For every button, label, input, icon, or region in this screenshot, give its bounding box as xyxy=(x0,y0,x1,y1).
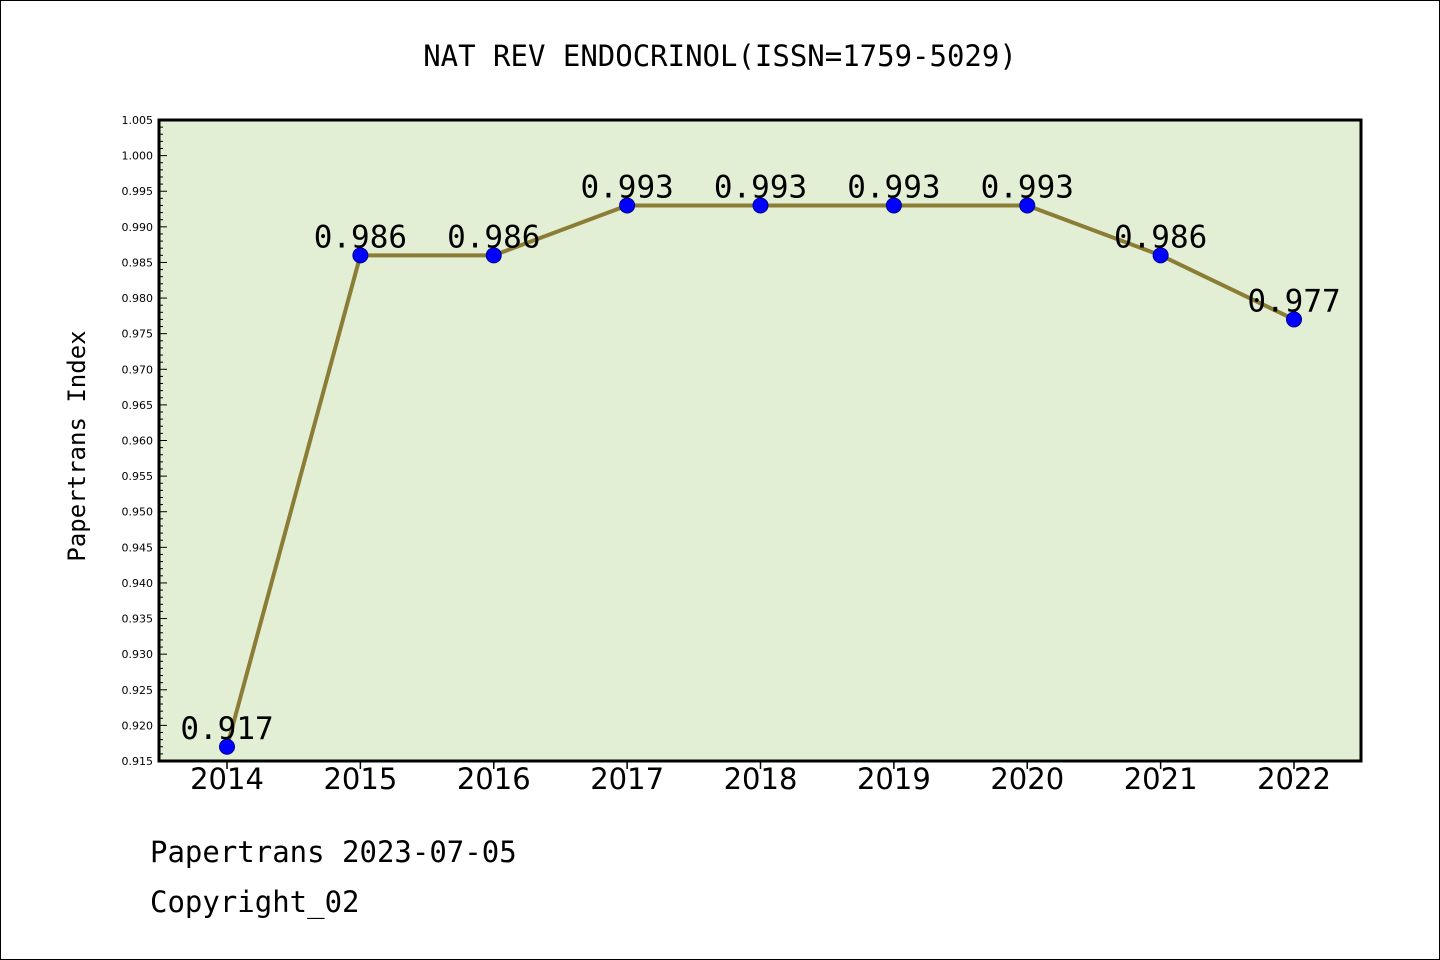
data-label-group: 0.917 0.986 0.986 0.993 0.993 0.993 0.993 0.986… xyxy=(180,169,1340,746)
y-tick-label: 0.945 xyxy=(122,541,154,554)
data-point xyxy=(752,197,769,214)
y-tick-label: 0.940 xyxy=(122,577,154,590)
plot-area xyxy=(159,120,1361,761)
x-tick-label: 2019 xyxy=(857,762,931,796)
x-tick-label: 2017 xyxy=(590,762,664,796)
data-label: 0.986 xyxy=(1114,219,1207,255)
x-tick-label: 2016 xyxy=(457,762,531,796)
data-label: 0.986 xyxy=(447,219,540,255)
y-tick-label: 0.980 xyxy=(122,292,154,305)
series-line-group xyxy=(219,197,1302,755)
y-tick-label: 0.930 xyxy=(122,648,154,661)
plot-border xyxy=(157,118,1363,763)
y-tick-label: 0.990 xyxy=(122,221,154,234)
y-tick-label: 1.005 xyxy=(122,114,154,127)
y-tick-label: 0.975 xyxy=(122,328,154,341)
x-tick-label: 2018 xyxy=(724,762,798,796)
x-tick-label: 2022 xyxy=(1257,762,1331,796)
footer-copyright: Copyright_02 xyxy=(150,885,360,919)
data-label: 0.993 xyxy=(847,169,940,205)
y-tick-label: 0.995 xyxy=(122,185,154,198)
data-label: 0.993 xyxy=(714,169,807,205)
x-tick-label: 2021 xyxy=(1124,762,1198,796)
data-label: 0.993 xyxy=(981,169,1074,205)
data-point xyxy=(619,197,636,214)
x-axis: 2014 2015 2016 2017 2018 2019 2020 2021 2022 xyxy=(190,761,1331,796)
data-point xyxy=(485,247,502,264)
chart-title: NAT REV ENDOCRINOL(ISSN=1759-5029) xyxy=(423,39,1017,73)
x-tick-label: 2015 xyxy=(323,762,397,796)
data-label: 0.993 xyxy=(580,169,673,205)
y-tick-label: 0.970 xyxy=(122,363,154,376)
data-point xyxy=(1019,197,1036,214)
y-tick-label: 0.935 xyxy=(122,613,154,626)
data-label: 0.977 xyxy=(1247,283,1340,319)
y-tick-label: 0.985 xyxy=(122,256,154,269)
y-tick-label: 0.960 xyxy=(122,435,154,448)
x-tick-label: 2014 xyxy=(190,762,264,796)
y-tick-label: 0.950 xyxy=(122,506,154,519)
data-point xyxy=(1286,311,1302,328)
data-point xyxy=(885,197,902,214)
y-tick-label: 0.925 xyxy=(122,684,154,697)
x-tick-label: 2020 xyxy=(990,762,1064,796)
y-tick-label: 0.920 xyxy=(122,719,154,732)
y-axis: 0.915 0.920 0.925 0.930 0.935 0.940 0.945 0.950… xyxy=(122,114,167,768)
data-point xyxy=(352,247,369,264)
footer-date: Papertrans 2023-07-05 xyxy=(150,835,517,869)
y-tick-label: 1.000 xyxy=(122,150,154,163)
data-label: 0.986 xyxy=(314,219,407,255)
y-tick-label: 0.915 xyxy=(122,755,154,768)
y-tick-label: 0.965 xyxy=(122,399,154,412)
y-tick-label: 0.955 xyxy=(122,470,154,483)
data-point xyxy=(1152,247,1169,264)
data-point xyxy=(219,738,235,755)
data-label: 0.917 xyxy=(180,711,273,747)
y-axis-label: Papertrans Index xyxy=(63,330,91,561)
